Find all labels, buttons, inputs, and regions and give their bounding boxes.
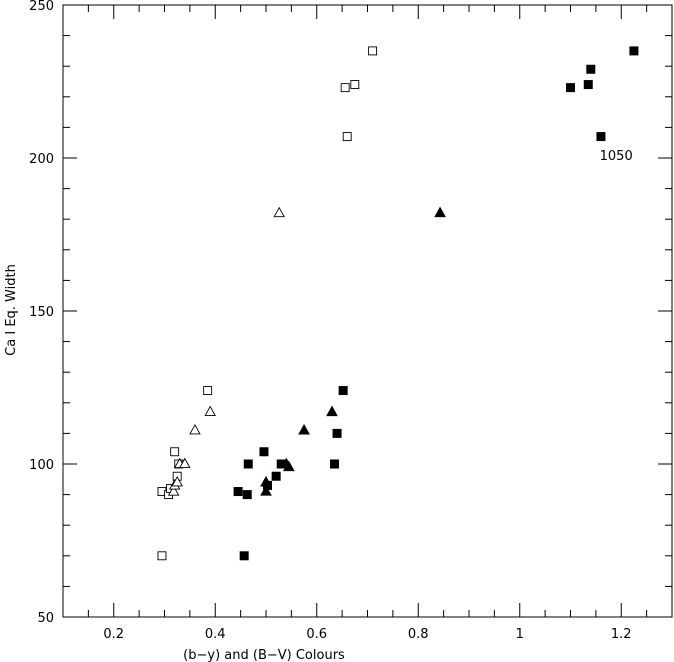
filled-square-point [259,447,269,457]
filled-square-point [271,471,281,481]
tick-labels: 0.2 0.4 0.6 0.8 1 1.2 50 100 150 200 250 [29,0,631,642]
filled-square-point [243,459,253,469]
y-tick-label: 100 [29,458,54,473]
open-square-point [157,551,167,561]
data-points [157,46,639,561]
y-tick-label: 150 [29,305,54,320]
open-square-point [368,46,378,56]
filled-square-point [233,487,243,497]
x-tick-label: 0.2 [103,627,124,642]
filled-square-point [586,64,596,74]
open-triangle-point [189,424,201,435]
y-tick-label: 250 [29,0,54,14]
x-tick-label: 0.6 [306,627,327,642]
y-axis-label: Ca I Eq. Width [4,264,19,356]
point-annotation: 1050 [600,149,633,164]
filled-square-point [629,46,639,56]
open-square-point [342,132,352,142]
filled-triangle-point [434,206,446,218]
open-triangle-point [273,206,285,218]
filled-square-point [583,80,593,90]
x-axis-label: (b−y) and (B−V) Colours [183,648,345,662]
open-triangle-point [171,476,183,487]
open-square-point [340,83,350,93]
x-tick-label: 0.4 [205,627,226,642]
filled-square-point [242,490,252,500]
x-tick-label: 0.8 [408,627,429,642]
x-tick-label: 1 [516,627,524,642]
x-tick-label: 1.2 [611,627,632,642]
filled-square-point [338,386,348,396]
open-square-point [350,80,360,90]
y-tick-label: 200 [29,152,54,167]
open-triangle-point [179,457,191,469]
filled-square-point [330,459,340,469]
annotations: 1050 [600,149,633,164]
filled-triangle-point [326,405,338,417]
filled-triangle-point [260,485,272,496]
filled-square-point [239,551,249,561]
open-square-point [170,447,180,457]
filled-square-point [596,132,606,142]
axis-ticks [62,4,673,618]
filled-triangle-point [260,475,272,487]
plot-frame [62,4,673,618]
filled-triangle-point [298,423,310,435]
filled-square-point [332,428,342,438]
filled-square-point [566,83,575,93]
y-tick-label: 50 [37,611,54,626]
open-triangle-point [204,405,216,417]
filled-triangle-point [282,460,295,472]
open-triangle-point [167,485,180,496]
open-square-point [203,386,213,396]
